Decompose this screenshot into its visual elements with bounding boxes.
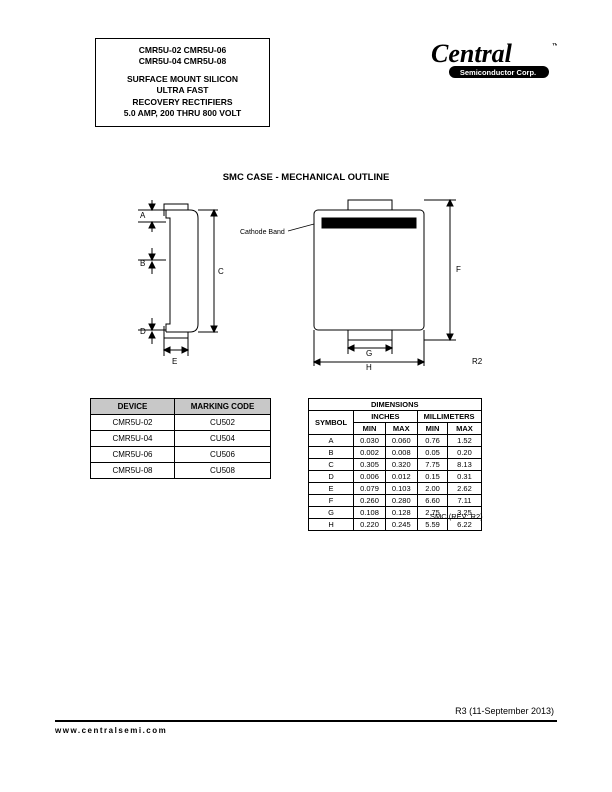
table-row: A0.0300.0600.761.52 <box>309 435 482 447</box>
section-title: SMC CASE - MECHANICAL OUTLINE <box>0 172 612 183</box>
table-row: CMR5U-06CU506 <box>91 447 271 463</box>
desc-4: 5.0 AMP, 200 THRU 800 VOLT <box>104 108 261 119</box>
svg-text:A: A <box>140 211 146 220</box>
footer-url: www.centralsemi.com <box>55 726 167 735</box>
part-numbers-1: CMR5U-02 CMR5U-06 <box>104 45 261 56</box>
th-marking: MARKING CODE <box>175 399 271 415</box>
revision-label: R3 (11-September 2013) <box>455 706 554 716</box>
table-row: B0.0020.0080.050.20 <box>309 447 482 459</box>
dim-title: DIMENSIONS <box>309 399 482 411</box>
marking-code-table: DEVICE MARKING CODE CMR5U-02CU502CMR5U-0… <box>90 398 271 479</box>
svg-text:E: E <box>172 357 177 366</box>
th-device: DEVICE <box>91 399 175 415</box>
desc-2: ULTRA FAST <box>104 85 261 96</box>
title-box: CMR5U-02 CMR5U-06 CMR5U-04 CMR5U-08 SURF… <box>95 38 270 127</box>
table-row: E0.0790.1032.002.62 <box>309 483 482 495</box>
table-row: C0.3050.3207.758.13 <box>309 459 482 471</box>
svg-text:Semiconductor Corp.: Semiconductor Corp. <box>460 68 536 77</box>
mechanical-outline-diagram: A B C D E <box>128 196 490 370</box>
brand-logo: Central ™ Semiconductor Corp. <box>427 38 557 84</box>
svg-text:™: ™ <box>552 43 557 50</box>
diagram-rev: R2 <box>472 357 483 366</box>
svg-text:G: G <box>366 349 372 358</box>
table-row: CMR5U-02CU502 <box>91 415 271 431</box>
table-row: CMR5U-08CU508 <box>91 463 271 479</box>
part-numbers-2: CMR5U-04 CMR5U-08 <box>104 56 261 67</box>
dim-sym: SYMBOL <box>309 411 354 435</box>
table-row: CMR5U-04CU504 <box>91 431 271 447</box>
desc-3: RECOVERY RECTIFIERS <box>104 97 261 108</box>
desc-1: SURFACE MOUNT SILICON <box>104 74 261 85</box>
svg-text:H: H <box>366 363 372 370</box>
dim-mm: MILLIMETERS <box>417 411 481 423</box>
dim-caption: SMC (REV: R2) <box>430 512 483 521</box>
svg-text:C: C <box>218 267 224 276</box>
svg-text:F: F <box>456 265 461 274</box>
svg-text:B: B <box>140 259 145 268</box>
table-row: F0.2600.2806.607.11 <box>309 495 482 507</box>
svg-text:Central: Central <box>431 39 513 68</box>
cathode-label: Cathode Band <box>240 229 285 236</box>
dim-inches: INCHES <box>354 411 418 423</box>
table-row: D0.0060.0120.150.31 <box>309 471 482 483</box>
svg-text:D: D <box>140 327 146 336</box>
footer-divider <box>55 720 557 722</box>
